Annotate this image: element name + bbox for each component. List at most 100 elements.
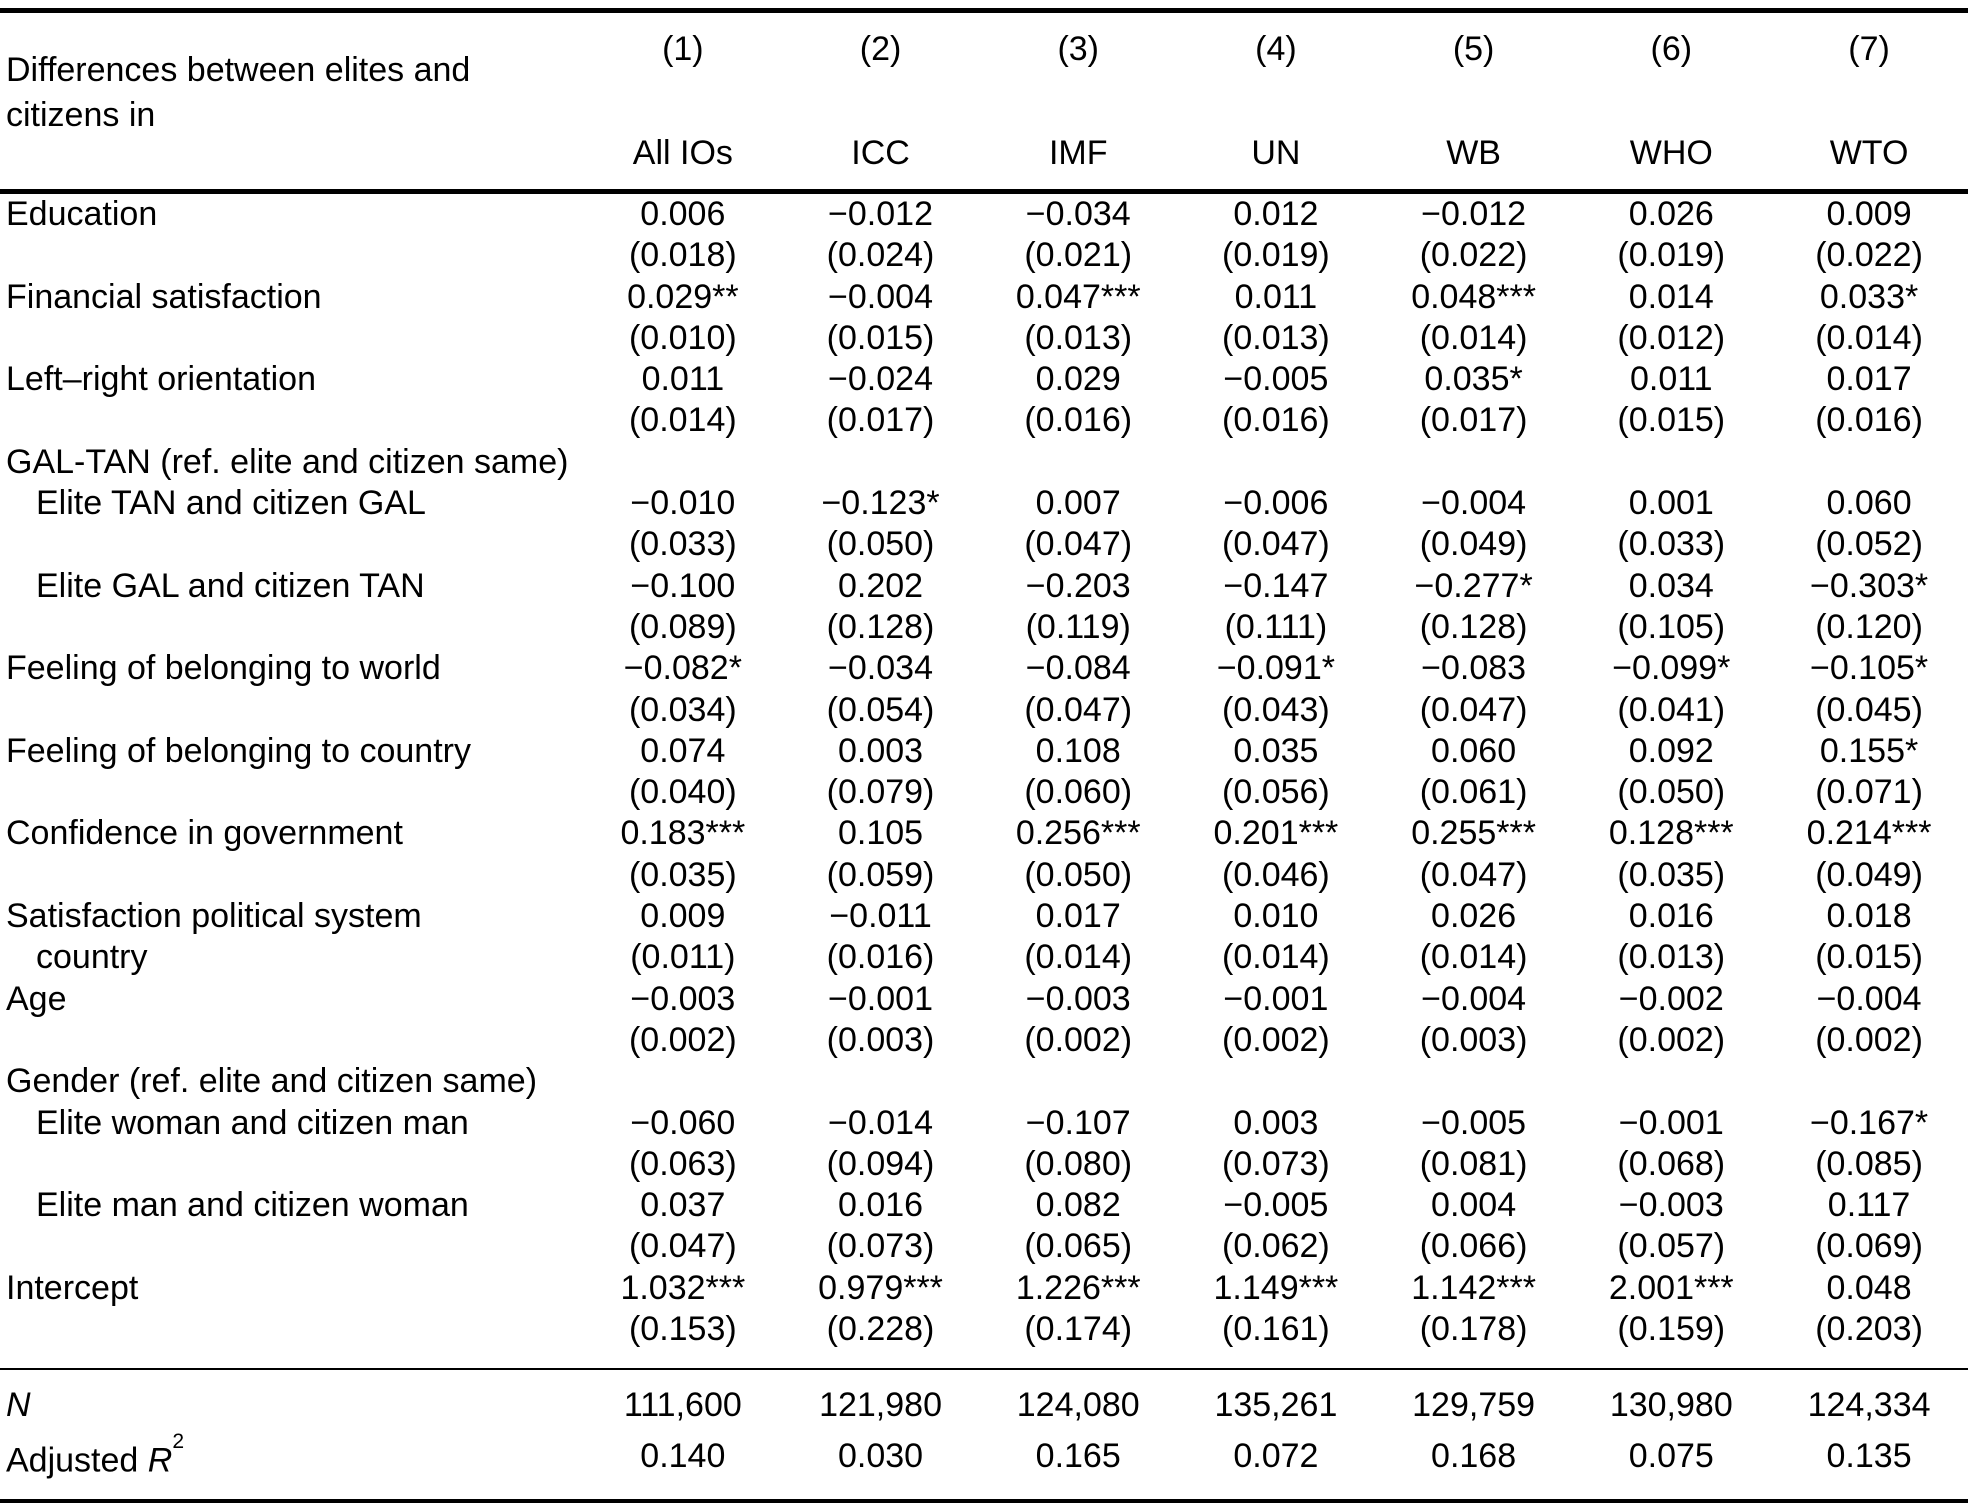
standard-error-value: (0.060) bbox=[1024, 773, 1133, 812]
standard-error-value: (0.014) bbox=[628, 401, 737, 440]
estimate-cell: 0.018 (0.015) bbox=[1770, 896, 1968, 979]
row-label: Feeling of belonging to world bbox=[6, 649, 441, 688]
estimate-cell: 0.029 (0.016) bbox=[979, 359, 1177, 442]
coefficient-value: 0.029 bbox=[1035, 360, 1121, 399]
model-name: WB bbox=[1374, 85, 1573, 194]
estimate-cell: 0.016 (0.073) bbox=[782, 1185, 980, 1268]
standard-error-value: (0.105) bbox=[1617, 607, 1726, 646]
standard-error-value: (0.178) bbox=[1419, 1310, 1528, 1349]
standard-error-value: (0.089) bbox=[628, 607, 737, 646]
coefficient-value: −0.005 bbox=[1421, 1103, 1527, 1142]
coefficient-value: 0.105 bbox=[837, 814, 924, 853]
coefficient-value: −0.082* bbox=[623, 649, 742, 688]
estimate-cell: 1.226*** (0.174) bbox=[979, 1268, 1177, 1370]
table-row: Satisfaction political system country 0.00… bbox=[0, 896, 1968, 979]
estimate-cell: 0.009 (0.011) bbox=[584, 896, 782, 979]
standard-error-value: (0.003) bbox=[1419, 1020, 1528, 1059]
standard-error-value: (0.003) bbox=[826, 1020, 935, 1059]
coefficient-value: −0.084 bbox=[1025, 649, 1131, 688]
estimate-cell: 2.001*** (0.159) bbox=[1572, 1268, 1770, 1370]
estimate-cell: 0.202 (0.128) bbox=[782, 566, 980, 649]
coefficient-value: −0.003 bbox=[1025, 979, 1131, 1018]
standard-error-value: (0.047) bbox=[1419, 690, 1528, 729]
standard-error-value: (0.047) bbox=[1222, 525, 1330, 564]
estimate-cell: 0.033* (0.014) bbox=[1770, 277, 1968, 360]
coefficient-value: 0.048*** bbox=[1411, 277, 1536, 316]
standard-error-value: (0.034) bbox=[628, 690, 737, 729]
coefficient-value: 0.074 bbox=[640, 731, 726, 770]
standard-error-value: (0.035) bbox=[1617, 855, 1726, 894]
table-row: Left–right orientation 0.011 (0.014) −0.024… bbox=[0, 359, 1968, 442]
coefficient-value: 0.108 bbox=[1035, 731, 1121, 770]
coefficient-value: −0.107 bbox=[1025, 1103, 1131, 1142]
estimate-cell: −0.012 (0.024) bbox=[782, 192, 980, 277]
coefficient-value: 0.006 bbox=[640, 195, 726, 233]
n-value: 111,600 bbox=[584, 1368, 782, 1430]
standard-error-value: (0.033) bbox=[1617, 525, 1726, 564]
standard-error-value: (0.016) bbox=[826, 938, 935, 977]
stub-header-line2: citizens in bbox=[6, 96, 156, 134]
standard-error-value: (0.073) bbox=[826, 1227, 935, 1266]
standard-error-value: (0.080) bbox=[1024, 1144, 1133, 1183]
standard-error-value: (0.073) bbox=[1222, 1144, 1330, 1183]
estimate-cell: 0.092 (0.050) bbox=[1572, 731, 1770, 814]
standard-error-value: (0.050) bbox=[826, 525, 935, 564]
coefficient-value: −0.001 bbox=[1223, 979, 1329, 1018]
coefficient-value: 0.016 bbox=[837, 1186, 924, 1225]
standard-error-value: (0.128) bbox=[826, 607, 935, 646]
coefficient-value: 0.029** bbox=[627, 277, 739, 316]
standard-error-value: (0.054) bbox=[826, 690, 935, 729]
n-value: 124,080 bbox=[979, 1368, 1178, 1430]
coefficient-value: 0.011 bbox=[1630, 360, 1713, 399]
estimate-cell: −0.001 (0.002) bbox=[1177, 979, 1375, 1062]
coefficient-value: −0.001 bbox=[828, 979, 933, 1018]
coefficient-value: −0.001 bbox=[1618, 1103, 1724, 1142]
estimate-cell: 0.128*** (0.035) bbox=[1572, 813, 1770, 896]
estimate-cell: −0.012 (0.022) bbox=[1375, 192, 1573, 277]
estimate-cell: −0.004 (0.049) bbox=[1375, 483, 1573, 566]
coefficient-value: 0.060 bbox=[1826, 484, 1912, 523]
coefficient-value: −0.034 bbox=[1025, 195, 1131, 233]
estimate-cell: 0.004 (0.066) bbox=[1375, 1185, 1573, 1268]
coefficient-value: 1.032*** bbox=[620, 1268, 746, 1307]
standard-error-value: (0.052) bbox=[1815, 525, 1923, 564]
standard-error-value: (0.071) bbox=[1815, 773, 1923, 812]
coefficient-value: 0.060 bbox=[1431, 731, 1517, 770]
estimate-cell: −0.024 (0.017) bbox=[782, 359, 980, 442]
standard-error-value: (0.043) bbox=[1222, 690, 1330, 729]
adjusted-r2-value: 0.135 bbox=[1826, 1437, 1912, 1476]
estimate-cell: −0.091* (0.043) bbox=[1177, 648, 1375, 731]
coefficient-value: 1.142*** bbox=[1411, 1268, 1536, 1307]
coefficient-value: 0.255*** bbox=[1411, 814, 1536, 853]
adjusted-r2-value: 0.075 bbox=[1628, 1437, 1714, 1476]
stub-header-line1: Differences between elites and bbox=[6, 51, 471, 89]
standard-error-value: (0.174) bbox=[1024, 1310, 1133, 1349]
table-row: Elite man and citizen woman 0.037 (0.047) 0… bbox=[0, 1185, 1968, 1268]
standard-error-value: (0.153) bbox=[628, 1310, 737, 1349]
coefficient-value: −0.083 bbox=[1421, 649, 1527, 688]
standard-error-value: (0.013) bbox=[1024, 318, 1133, 357]
table-row: Education 0.006 (0.018) −0.012 (0.024) −0.034… bbox=[0, 192, 1968, 277]
standard-error-value: (0.002) bbox=[628, 1020, 737, 1059]
model-name-row: All IOs ICC IMF UN WB WHO WTO bbox=[0, 85, 1968, 194]
estimate-cell: −0.006 (0.047) bbox=[1177, 483, 1375, 566]
row-label: Confidence in government bbox=[6, 814, 403, 853]
estimate-cell: −0.003 (0.002) bbox=[979, 979, 1177, 1062]
standard-error-value: (0.016) bbox=[1815, 401, 1923, 440]
coefficient-value: 0.026 bbox=[1431, 897, 1517, 936]
coefficient-value: 0.026 bbox=[1628, 195, 1714, 233]
adjusted-r2-label: Adjusted R2 bbox=[6, 1429, 185, 1480]
estimate-cell: 0.034 (0.105) bbox=[1572, 566, 1770, 649]
coefficient-value: 0.035* bbox=[1424, 360, 1523, 399]
section-row: Gender (ref. elite and citizen same) bbox=[0, 1061, 1968, 1102]
coefficient-value: −0.203 bbox=[1025, 566, 1131, 605]
standard-error-value: (0.081) bbox=[1419, 1144, 1528, 1183]
estimate-cell: −0.001 (0.068) bbox=[1572, 1103, 1770, 1186]
standard-error-value: (0.014) bbox=[1024, 938, 1133, 977]
coefficient-value: 0.017 bbox=[1035, 897, 1121, 936]
coefficient-value: 2.001*** bbox=[1608, 1268, 1734, 1307]
standard-error-value: (0.047) bbox=[1024, 690, 1133, 729]
coefficient-value: 0.007 bbox=[1035, 484, 1121, 523]
coefficient-value: 0.009 bbox=[1826, 195, 1912, 233]
coefficient-value: 0.016 bbox=[1628, 897, 1714, 936]
